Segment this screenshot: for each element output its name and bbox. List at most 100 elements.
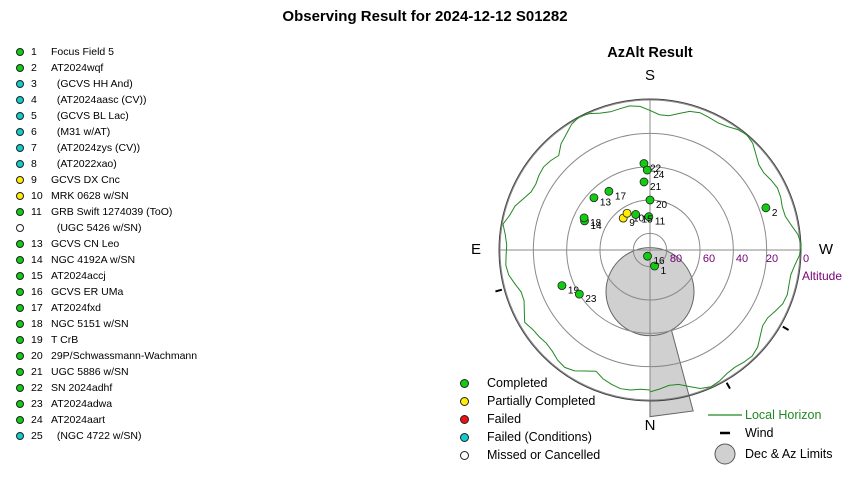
target-number: 5 — [31, 110, 37, 122]
target-name: AT2024aart — [51, 414, 106, 426]
altitude-axis-label: Altitude — [802, 269, 842, 283]
observation-point — [650, 261, 659, 271]
target-row: 3 (GCVS HH And) — [16, 76, 316, 92]
direction-north: N — [645, 417, 656, 432]
status-dot-icon — [16, 176, 24, 184]
legend-label: Missed or Cancelled — [487, 448, 601, 462]
status-dot-icon — [16, 64, 24, 72]
observation-point — [643, 251, 652, 261]
plot-legend: Local Horizon Wind Dec & Az Limits — [705, 406, 833, 466]
observation-point — [645, 195, 655, 205]
target-name: (AT2024zys (CV)) — [51, 142, 141, 154]
target-name: GCVS CN Leo — [51, 238, 120, 250]
target-name: AT2024accj — [51, 270, 106, 282]
legend-dot-icon — [460, 450, 469, 460]
target-row: 7 (AT2024zys (CV)) — [16, 140, 316, 156]
direction-west: W — [819, 241, 834, 258]
target-name: MRK 0628 w/SN — [51, 190, 129, 202]
horizon-ring — [498, 98, 802, 402]
azalt-plot: 1 2 910 11 13 14 15 16 17 18 19 20 21 22 23 24 S N E W … — [471, 67, 842, 432]
status-dot-icon — [16, 272, 24, 280]
target-number: 10 — [31, 190, 43, 202]
target-name: GCVS ER UMa — [51, 286, 124, 298]
legend-missed: Missed or Cancelled — [458, 446, 600, 464]
status-dot-icon — [16, 432, 24, 440]
status-dot-icon — [16, 240, 24, 248]
status-dot-icon — [16, 144, 24, 152]
target-number: 1 — [31, 46, 37, 58]
point-label: 10 — [633, 213, 645, 224]
status-dot-icon — [16, 304, 24, 312]
target-name: SN 2024adhf — [51, 382, 113, 394]
status-dot-icon — [16, 416, 24, 424]
target-row: 19 T CrB — [16, 332, 316, 348]
legend-limits-label: Dec & Az Limits — [745, 447, 833, 461]
legend-partial: Partially Completed — [458, 392, 600, 410]
legend-wind: Wind — [705, 424, 833, 442]
target-row: 21 UGC 5886 w/SN — [16, 364, 316, 380]
target-name: NGC 4192A w/SN — [51, 254, 136, 266]
target-number: 3 — [31, 78, 37, 90]
legend-dot-icon — [460, 378, 469, 388]
target-row: 15 AT2024accj — [16, 268, 316, 284]
status-dot-icon — [16, 320, 24, 328]
target-list: 1 Focus Field 5 2 AT2024wqf 3 (GCVS HH And) 4… — [16, 44, 316, 444]
target-number: 13 — [31, 238, 43, 250]
target-name: AT2024adwa — [51, 398, 113, 410]
point-label: 22 — [650, 164, 662, 175]
point-label: 24 — [653, 170, 665, 181]
target-number: 17 — [31, 302, 43, 314]
target-row: 5 (GCVS BL Lac) — [16, 108, 316, 124]
point-label: 16 — [654, 256, 666, 267]
point-label: 18 — [590, 218, 602, 229]
altitude-tick-80: 80 — [670, 253, 682, 265]
target-name: (NGC 4722 w/SN) — [51, 430, 142, 442]
status-dot-icon — [16, 48, 24, 56]
target-number: 20 — [31, 350, 43, 362]
observation-point — [604, 186, 614, 196]
observation-point — [631, 210, 641, 219]
status-dot-icon — [16, 96, 24, 104]
target-name: UGC 5886 w/SN — [51, 366, 129, 378]
status-dot-icon — [16, 336, 24, 344]
target-number: 24 — [31, 414, 43, 426]
legend-limits: Dec & Az Limits — [705, 442, 833, 466]
limits-circle-icon — [705, 442, 745, 466]
target-number: 6 — [31, 126, 37, 138]
local-horizon-line — [502, 105, 802, 393]
target-row: 25 (NGC 4722 w/SN) — [16, 428, 316, 444]
point-label: 9 — [629, 218, 635, 229]
target-row: 16 GCVS ER UMa — [16, 284, 316, 300]
status-dot-icon — [16, 128, 24, 136]
target-name: AT2024wqf — [51, 62, 104, 74]
observation-point — [639, 177, 649, 187]
target-number: 18 — [31, 318, 43, 330]
plot-axes — [500, 100, 800, 400]
observation-point — [761, 203, 771, 213]
target-name: NGC 5151 w/SN — [51, 318, 129, 330]
target-name: (M31 w/AT) — [51, 126, 111, 138]
status-dot-icon — [16, 224, 24, 232]
target-row: 6 (M31 w/AT) — [16, 124, 316, 140]
target-name: GCVS DX Cnc — [51, 174, 120, 186]
target-row: 22 SN 2024adhf — [16, 380, 316, 396]
legend-horizon-label: Local Horizon — [745, 408, 822, 422]
target-number: 25 — [31, 430, 43, 442]
observation-point — [574, 289, 584, 299]
status-dot-icon — [16, 384, 24, 392]
target-row: 9 GCVS DX Cnc — [16, 172, 316, 188]
wind-marker — [725, 382, 731, 390]
point-label: 17 — [615, 191, 627, 202]
observation-point — [557, 281, 567, 290]
target-row: 10 MRK 0628 w/SN — [16, 188, 316, 204]
point-label: 2 — [772, 208, 778, 219]
observation-point — [622, 208, 632, 218]
target-number: 22 — [31, 382, 43, 394]
point-label: 14 — [591, 221, 603, 232]
altitude-tick-40: 40 — [736, 253, 748, 265]
target-name: 29P/Schwassmann-Wachmann — [51, 350, 198, 362]
plot-labels: S N E W 80 60 40 20 0 Altitude — [471, 67, 842, 432]
target-name: (GCVS HH And) — [51, 78, 133, 90]
legend-wind-label: Wind — [745, 426, 774, 440]
observation-point — [644, 212, 654, 222]
